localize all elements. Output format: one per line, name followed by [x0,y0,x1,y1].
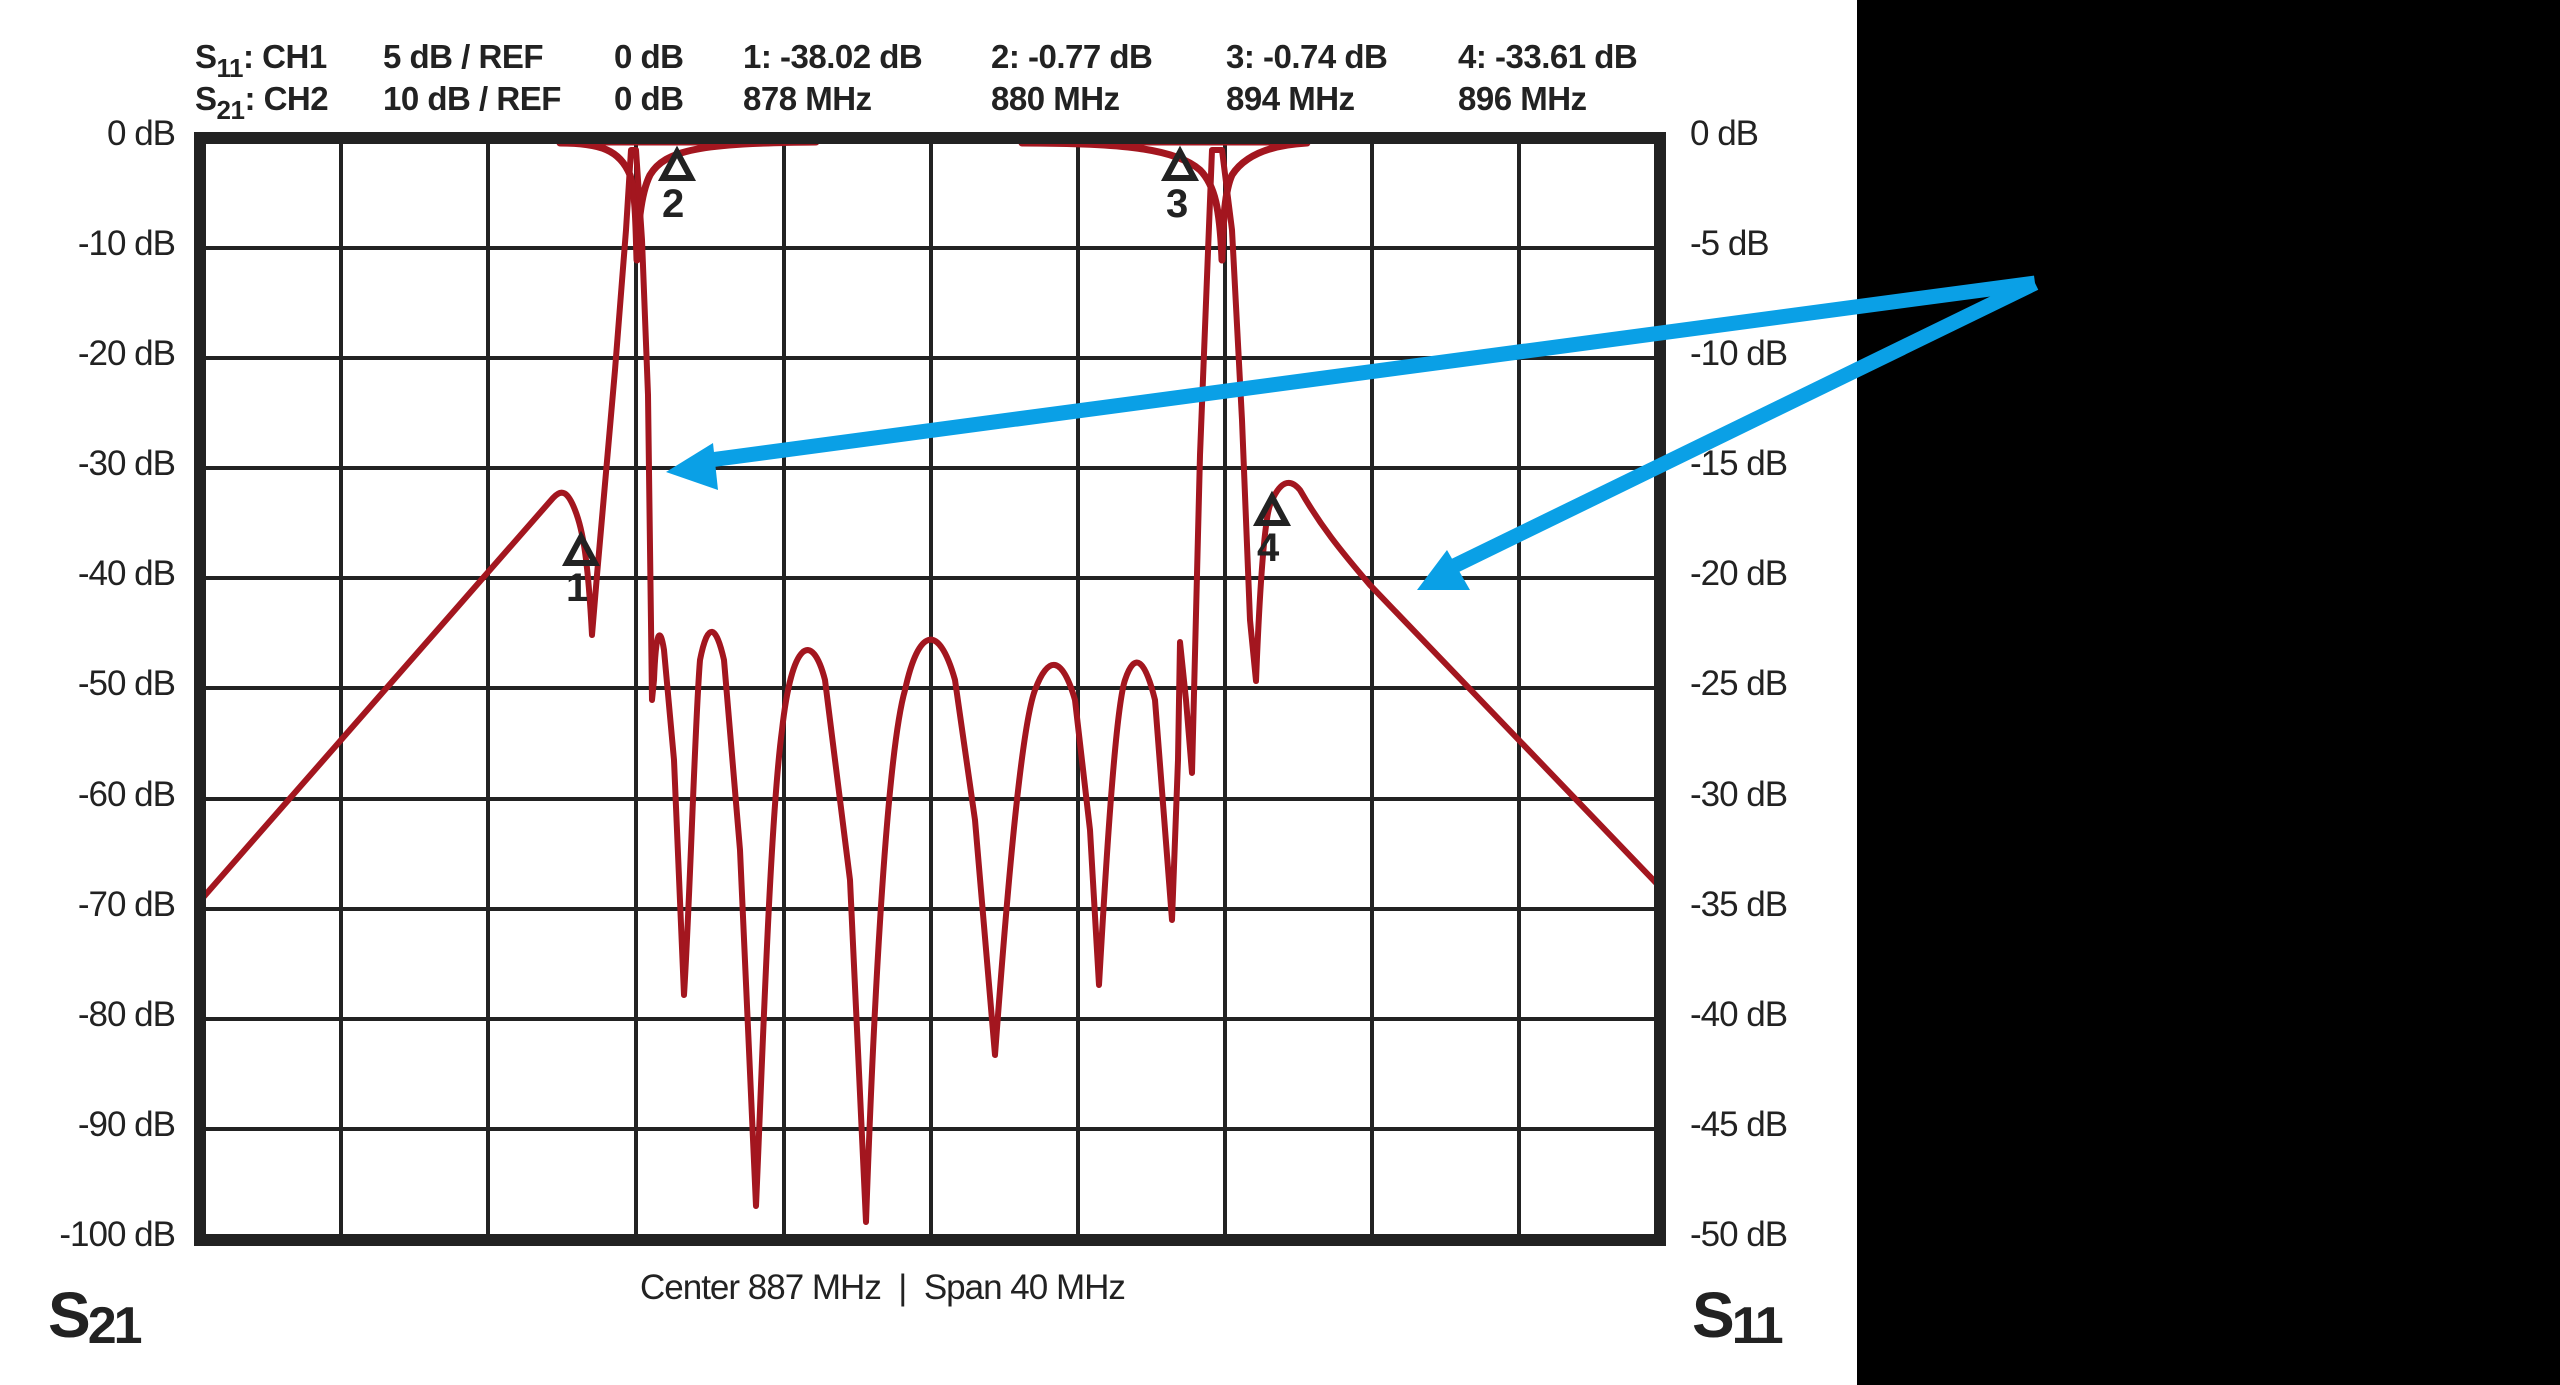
right-tick-0: 0 dB [1690,114,1759,153]
s21-trace [197,147,1663,1225]
right-tick-8: -40 dB [1690,995,1788,1034]
annotation-arrow-2-head [1417,550,1470,590]
marker-triangles [561,145,1292,566]
left-tick-5: -50 dB [77,664,176,703]
marker-3-label: 3 [1166,182,1189,226]
right-tick-5: -25 dB [1690,664,1788,703]
left-tick-2: -20 dB [77,334,176,373]
header-marker-3-value: 3: -0.74 dB [1226,38,1388,75]
marker-3-triangle [1160,145,1200,181]
header-marker-2-freq: 880 MHz [991,80,1120,117]
annotation-arrows [666,275,2039,590]
annotation-arrow-1-shaft [709,275,2036,468]
header-marker-2-value: 2: -0.77 dB [991,38,1153,75]
plot-border [194,132,1666,1246]
marker-1-triangle [561,530,601,566]
right-axis-title-s11: S11 [1692,1279,1784,1355]
right-tick-10: -50 dB [1690,1215,1788,1254]
annotation-arrow-1-head [666,443,718,490]
header-marker-1-value: 1: -38.02 dB [743,38,923,75]
right-tick-1: -5 dB [1690,224,1770,263]
header-param-s11: S11: CH1 [195,38,327,83]
header-marker-4-freq: 896 MHz [1458,80,1587,117]
center-frequency: Center 887 MHz [640,1268,882,1307]
header-scale-s21: 10 dB / REF [383,80,561,117]
span-frequency: Span 40 MHz [923,1268,1126,1307]
header-ref-s21: 0 dB [614,80,684,117]
left-tick-0: 0 dB [107,114,176,153]
side-panel [1857,0,2560,1385]
header-marker-4-value: 4: -33.61 dB [1458,38,1638,75]
left-tick-1: -10 dB [77,224,176,263]
marker-2-triangle [657,145,697,181]
right-tick-7: -35 dB [1690,885,1788,924]
left-tick-3: -30 dB [77,444,176,483]
right-tick-3: -15 dB [1690,444,1788,483]
header-marker-3-freq: 894 MHz [1226,80,1355,117]
header-scale-s11: 5 dB / REF [383,38,544,75]
right-tick-9: -45 dB [1690,1105,1788,1144]
right-tick-6: -30 dB [1690,775,1788,814]
header-ref-s11: 0 dB [614,38,684,75]
grid [200,138,1660,1240]
header-param-s21: S21: CH2 [195,80,329,125]
left-tick-4: -40 dB [77,554,176,593]
marker-4-label: 4 [1257,526,1280,570]
left-tick-8: -80 dB [77,995,176,1034]
x-axis-caption: Center 887 MHz | Span 40 MHz [640,1268,1126,1308]
left-tick-6: -60 dB [77,775,176,814]
right-tick-2: -10 dB [1690,334,1788,373]
right-tick-4: -20 dB [1690,554,1788,593]
marker-1-label: 1 [566,566,589,610]
caption-separator: | [898,1268,907,1307]
left-tick-9: -90 dB [77,1105,176,1144]
annotation-arrow-2-shaft [1446,276,2039,575]
left-axis-title-s21: S21 [48,1279,143,1355]
header-marker-1-freq: 878 MHz [743,80,872,117]
marker-2-label: 2 [662,182,685,226]
left-tick-10: -100 dB [59,1215,176,1254]
marker-4-triangle [1252,490,1292,526]
left-tick-7: -70 dB [77,885,176,924]
